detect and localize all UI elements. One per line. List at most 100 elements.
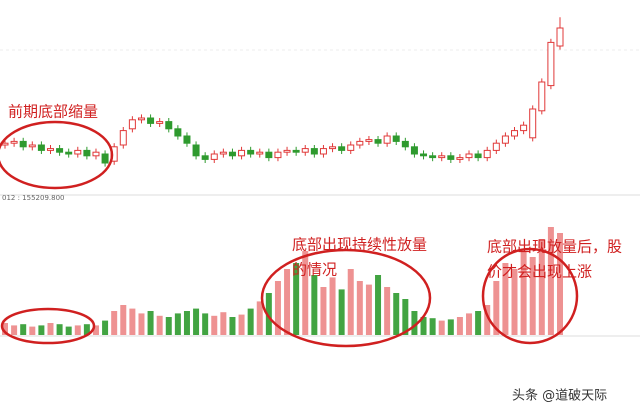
annotation-ellipse (481, 247, 579, 345)
volume-bar (557, 233, 563, 335)
volume-bar (511, 269, 518, 335)
candle-body (520, 124, 528, 132)
candle-body (365, 139, 373, 142)
candle-body (192, 144, 200, 157)
candle-body (265, 151, 273, 159)
candle-body (529, 108, 537, 139)
candle-body (301, 148, 309, 153)
candle-body (19, 140, 27, 148)
candle-body (374, 139, 382, 144)
volume-bar (183, 311, 190, 335)
volume-bar (502, 263, 509, 335)
candle-body (556, 27, 564, 47)
candle-body (147, 117, 155, 124)
volume-bar (138, 313, 145, 335)
volume-bar (347, 269, 354, 335)
volume-bar (411, 311, 418, 335)
volume-bar (120, 305, 127, 335)
volume-bar (429, 318, 436, 335)
candle-body (56, 148, 64, 153)
candle-body (283, 149, 291, 153)
volume-bar (520, 251, 527, 335)
volume-bar (420, 317, 427, 335)
candle-body (228, 151, 236, 157)
volume-bar (538, 239, 545, 335)
volume-bar (393, 293, 400, 335)
volume-bar (547, 227, 554, 335)
volume-bar (247, 308, 254, 335)
volume-bar (111, 311, 118, 335)
volume-bar (293, 263, 300, 335)
volume-bar (174, 313, 181, 335)
candle-body (256, 151, 264, 155)
volume-bar (356, 281, 363, 335)
candle-body (474, 153, 482, 159)
volume-bar (129, 308, 136, 335)
volume-bar (102, 320, 109, 335)
candle-body (28, 144, 36, 148)
candle-body (247, 149, 255, 155)
candle-body (292, 149, 300, 153)
candle-body (37, 144, 45, 151)
volume-bar (56, 324, 63, 335)
annotation: 底部出现放量后，股 (487, 238, 622, 256)
annotation: 底部出现持续性放量 (292, 236, 427, 254)
candle-body (356, 140, 364, 146)
volume-bar (274, 281, 281, 335)
candle-body (420, 153, 428, 157)
volume-bar (484, 305, 491, 335)
annotation: 的情况 (292, 261, 337, 279)
candle-body (401, 140, 409, 148)
volume-bar (365, 284, 372, 335)
candle-body (74, 149, 82, 155)
volume-bar (29, 326, 36, 335)
volume-bar (384, 287, 391, 335)
volume-bar (147, 311, 154, 335)
volume-bar (438, 320, 445, 335)
volume-bar (202, 313, 209, 335)
volume-bar (447, 319, 454, 335)
volume-bar (475, 311, 482, 335)
candle-body (429, 155, 437, 159)
volume-label: 012 : 155209.800 (2, 194, 64, 202)
annotation: 价才会出现上涨 (487, 263, 592, 281)
candle-body (547, 41, 555, 87)
candle-body (438, 155, 446, 159)
volume-bar (156, 315, 163, 335)
candle-body (156, 121, 164, 124)
volume-bar (311, 275, 318, 335)
candle-body (274, 151, 282, 159)
candle-body (183, 135, 191, 144)
candle-body (310, 148, 318, 155)
volume-bar (220, 312, 227, 335)
candle-body (238, 149, 246, 157)
candle-body (465, 153, 473, 159)
candle-body (201, 155, 209, 160)
volume-bar (92, 325, 99, 335)
candle-body (392, 135, 400, 142)
candle-body (483, 149, 491, 159)
volume-bar (338, 289, 345, 335)
volume-bar (211, 315, 218, 335)
annotation: 前期底部缩量 (8, 103, 98, 121)
volume-bar (47, 323, 54, 335)
volume-bar (329, 277, 336, 335)
candle-body (137, 117, 145, 121)
volume-bar (2, 323, 8, 335)
candle-body (210, 153, 218, 160)
annotation-ellipse (260, 248, 432, 348)
candle-body (10, 140, 18, 144)
volume-bar (11, 325, 18, 335)
candle-body (329, 146, 337, 150)
volume-bar (529, 257, 536, 335)
volume-bar (375, 275, 382, 335)
volume-bar (193, 308, 200, 335)
candle-body (410, 146, 418, 155)
candle-body (83, 149, 91, 157)
volume-bar (65, 326, 72, 335)
candle-body (538, 81, 546, 112)
volume-bar (74, 325, 81, 335)
volume-bar (284, 269, 291, 335)
volume-bar (265, 293, 272, 335)
